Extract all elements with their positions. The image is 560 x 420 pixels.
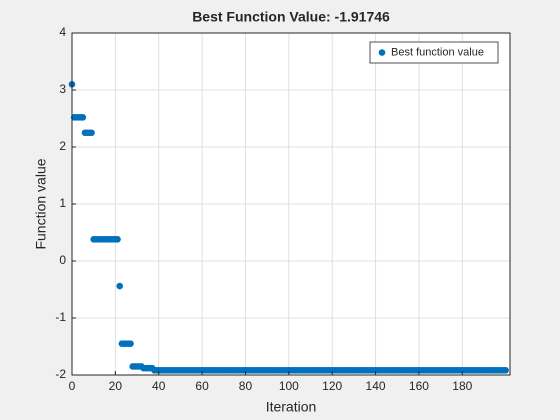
y-tick-label: 3 — [59, 82, 66, 96]
marker — [88, 129, 95, 137]
y-tick-label: 0 — [59, 253, 66, 267]
y-axis-label: Function value — [33, 158, 49, 249]
x-axis-label: Iteration — [266, 399, 317, 415]
y-tick-label: 2 — [59, 139, 66, 153]
x-tick-label: 0 — [69, 379, 76, 393]
marker — [127, 340, 134, 347]
x-tick-label: 160 — [409, 379, 429, 393]
legend-box — [369, 41, 499, 64]
legend-marker — [378, 49, 386, 56]
x-tick-label: 140 — [366, 379, 386, 393]
marker — [502, 366, 509, 374]
marker — [114, 236, 121, 243]
y-tick-label: -2 — [55, 367, 66, 381]
x-tick-label: 180 — [452, 379, 472, 393]
x-tick-label: 20 — [109, 379, 123, 393]
legend-label: Best function value — [391, 46, 484, 58]
y-tick-label: 1 — [59, 196, 66, 210]
y-tick-label: 4 — [59, 25, 66, 39]
x-tick-label: 60 — [195, 379, 209, 393]
x-tick-label: 40 — [152, 379, 166, 393]
chart-title: Best Function Value: -1.91746 — [192, 9, 390, 25]
x-tick-label: 100 — [279, 379, 299, 393]
y-tick-label: -1 — [55, 310, 66, 324]
x-tick-label: 120 — [322, 379, 342, 393]
marker — [116, 282, 124, 290]
x-tick-label: 80 — [239, 379, 253, 393]
marker — [79, 114, 87, 121]
